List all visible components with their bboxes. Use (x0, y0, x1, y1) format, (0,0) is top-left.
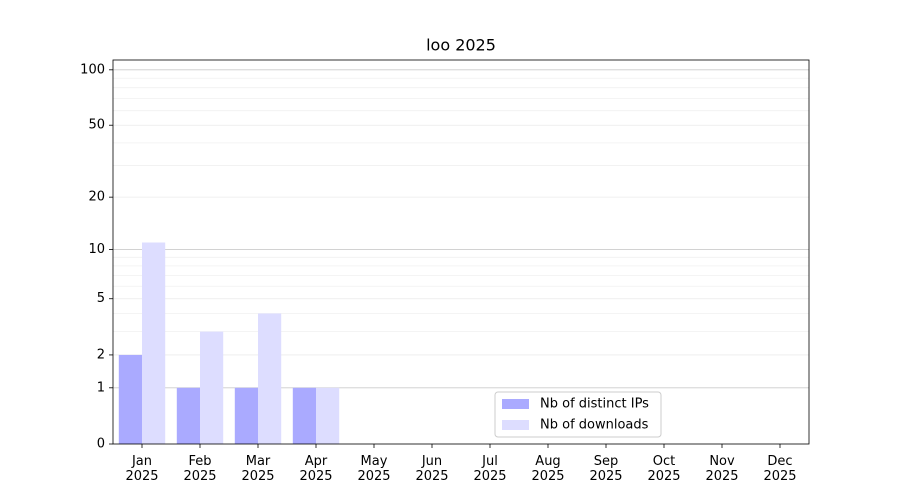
y-tick-label: 1 (97, 380, 105, 395)
chart-title: loo 2025 (426, 36, 496, 55)
legend-label: Nb of downloads (540, 418, 649, 433)
y-tick-label: 50 (88, 118, 105, 133)
y-tick-label: 2 (97, 347, 105, 362)
y-tick-label: 100 (80, 62, 105, 77)
x-tick-label: May 2025 (357, 454, 390, 484)
bar (176, 387, 200, 444)
y-tick-label: 20 (88, 190, 105, 205)
bar (258, 313, 282, 444)
y-tick-label: 10 (88, 242, 105, 257)
x-tick-label: Dec 2025 (763, 454, 796, 484)
legend-swatch (502, 420, 529, 430)
x-tick-label: Aug 2025 (531, 454, 564, 484)
x-tick-label: Nov 2025 (705, 454, 738, 484)
legend-box (494, 391, 662, 438)
x-tick-label: Jul 2025 (473, 454, 506, 484)
x-tick-label: Oct 2025 (647, 454, 680, 484)
plot-frame (112, 59, 810, 445)
x-tick-label: Sep 2025 (589, 454, 622, 484)
legend: Nb of distinct IPs Nb of downloads (494, 391, 662, 438)
x-tick-label: Feb 2025 (183, 454, 216, 484)
x-tick-label: Jan 2025 (125, 454, 158, 484)
x-tick-label: Jun 2025 (415, 454, 448, 484)
bar (316, 387, 340, 444)
x-tick-label: Apr 2025 (299, 454, 332, 484)
y-tick-label: 5 (97, 291, 105, 306)
legend-label: Nb of distinct IPs (540, 397, 649, 412)
bar (142, 242, 166, 444)
bar (234, 387, 258, 444)
bar (200, 331, 224, 444)
y-tick-label: 0 (97, 437, 105, 452)
x-tick-label: Mar 2025 (241, 454, 274, 484)
bar (118, 354, 142, 444)
legend-swatch (502, 399, 529, 409)
bar (292, 387, 316, 444)
